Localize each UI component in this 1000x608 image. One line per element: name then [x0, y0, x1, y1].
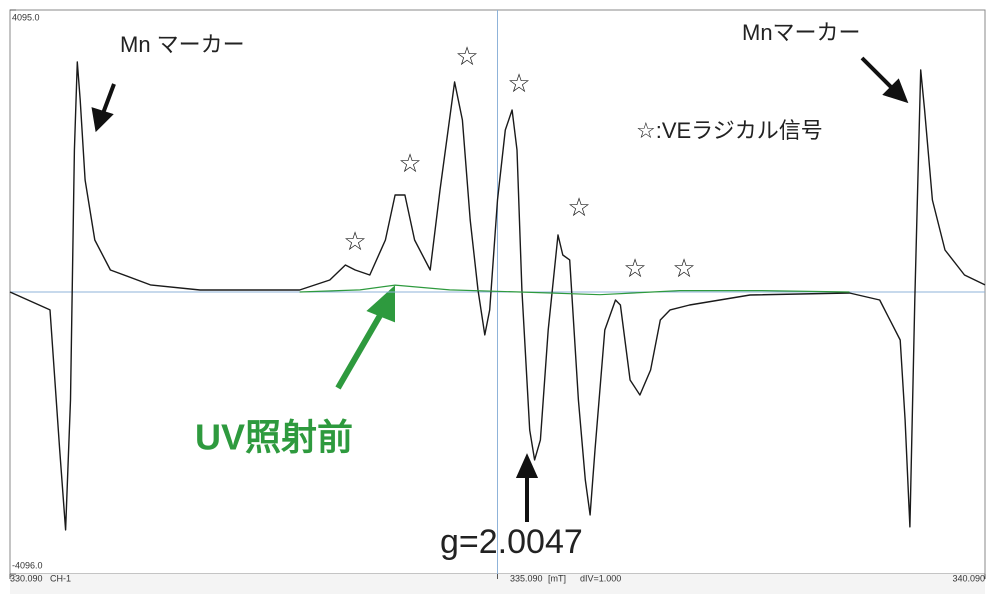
star-marker: ☆: [343, 226, 366, 256]
spectrum-line: [9, 61, 986, 531]
arrow: [860, 56, 896, 92]
star-marker: ☆: [623, 253, 646, 283]
x-axis-strip: [10, 574, 985, 594]
arrow-head: [882, 78, 909, 104]
x-tick-label: 335.090: [510, 573, 543, 583]
annotation: g=2.0047: [440, 523, 583, 561]
arrow-head: [91, 107, 114, 133]
annotation: ☆:VEラジカル信号: [636, 118, 823, 143]
star-marker: ☆: [672, 253, 695, 283]
arrow: [335, 310, 385, 390]
arrows: [91, 56, 909, 522]
spectrum-line: [299, 284, 850, 296]
star-marker: ☆: [567, 192, 590, 222]
star-marker: ☆: [398, 148, 421, 178]
arrow-head: [366, 285, 395, 323]
y-tick-label: 4095.0: [12, 12, 40, 22]
x-tick-label: 340.090: [952, 573, 985, 583]
annotation: Mn マーカー: [120, 32, 245, 57]
channel-label: CH-1: [50, 573, 71, 583]
y-tick-label: -4096.0: [12, 560, 43, 570]
division-label: dIV=1.000: [580, 573, 621, 583]
unit-label: [mT]: [548, 573, 566, 583]
star-marker: ☆: [455, 41, 478, 71]
annotation: Mnマーカー: [742, 20, 861, 45]
series-label: UV照射前: [195, 417, 353, 458]
x-tick-label: 330.090: [10, 573, 43, 583]
star-marker: ☆: [507, 68, 530, 98]
arrow-head: [515, 453, 539, 478]
arrow: [100, 83, 116, 117]
green-arrow: [335, 285, 395, 390]
